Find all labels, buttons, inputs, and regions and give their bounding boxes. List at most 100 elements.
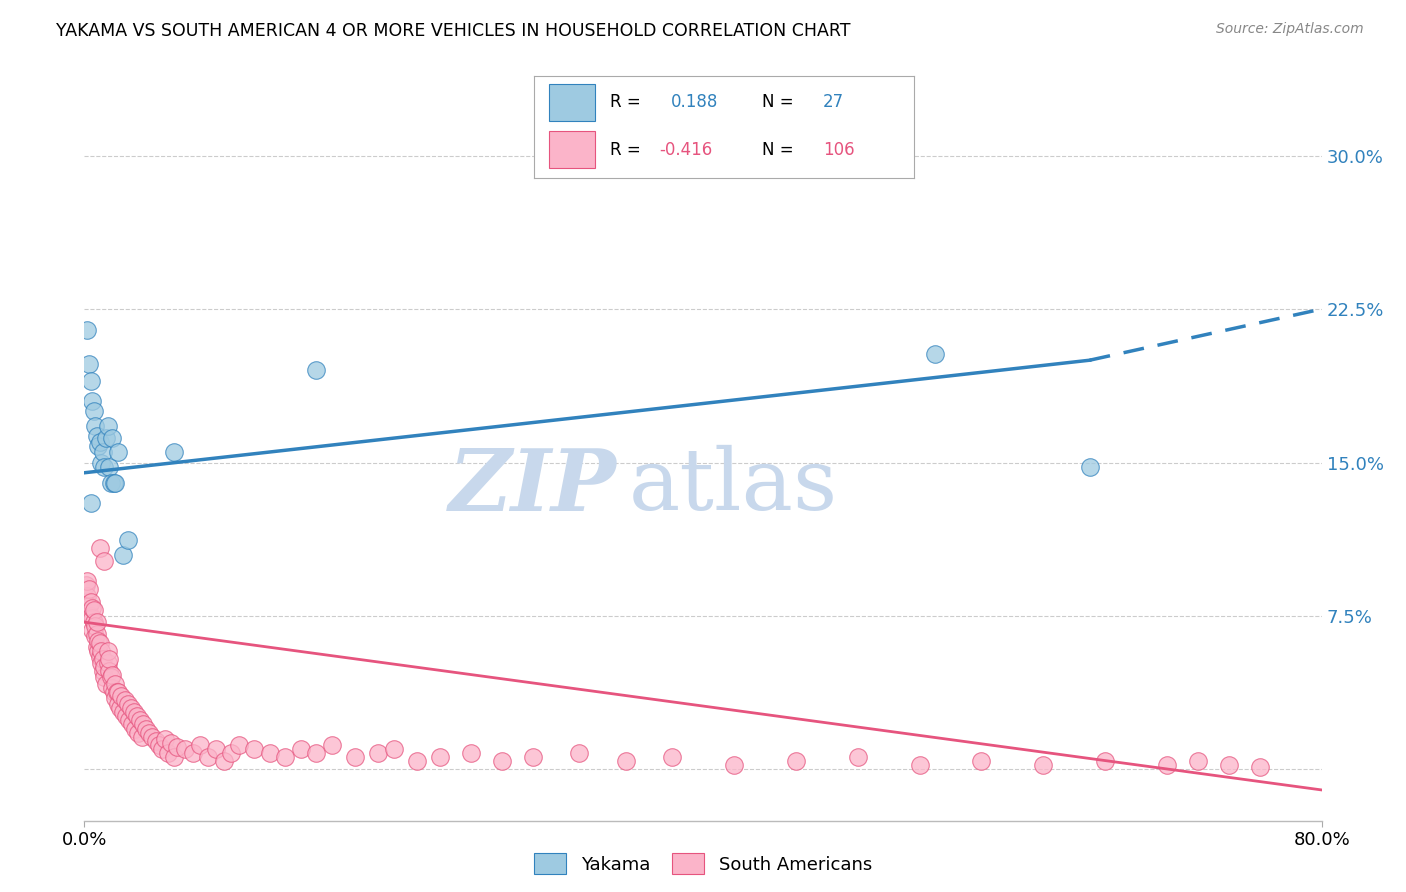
Point <box>86 640 108 654</box>
Point <box>491 754 513 768</box>
Point <box>1218 758 1240 772</box>
Point <box>1094 754 1116 768</box>
Point <box>90 656 112 670</box>
Text: 106: 106 <box>823 141 855 159</box>
Point <box>290 742 312 756</box>
Point <box>406 754 429 768</box>
Point <box>1249 760 1271 774</box>
Bar <box>550 84 595 121</box>
Point <box>82 624 104 638</box>
Point <box>103 475 125 490</box>
Point <box>522 750 544 764</box>
Point <box>305 363 328 377</box>
Point <box>89 541 111 556</box>
Point <box>98 459 121 474</box>
Point <box>1032 758 1054 772</box>
Point <box>197 750 219 764</box>
Point <box>87 644 110 658</box>
Point <box>228 738 250 752</box>
Point <box>84 418 107 433</box>
Point <box>163 445 186 459</box>
Point <box>181 746 204 760</box>
Point <box>79 374 101 388</box>
Point <box>98 652 121 666</box>
Point <box>79 595 101 609</box>
Point <box>344 750 367 764</box>
Point <box>846 750 869 764</box>
Point <box>93 670 115 684</box>
Point <box>141 730 163 744</box>
Point <box>321 738 343 752</box>
Point <box>93 459 115 474</box>
Point <box>83 603 105 617</box>
Point <box>104 676 127 690</box>
Point <box>112 548 135 562</box>
Point <box>97 656 120 670</box>
Point <box>212 754 235 768</box>
Point <box>94 431 117 445</box>
Bar <box>550 131 595 168</box>
Point <box>188 738 212 752</box>
Point <box>97 644 120 658</box>
Text: Source: ZipAtlas.com: Source: ZipAtlas.com <box>1216 22 1364 37</box>
Point <box>89 435 111 450</box>
Point <box>614 754 637 768</box>
Point <box>77 357 100 371</box>
Point <box>382 742 405 756</box>
Point <box>82 600 104 615</box>
Point <box>117 533 139 548</box>
Legend: Yakama, South Americans: Yakama, South Americans <box>527 846 879 881</box>
Point <box>129 714 152 728</box>
Point <box>90 456 112 470</box>
Point <box>138 725 160 739</box>
Point <box>77 599 100 613</box>
Point <box>84 619 107 633</box>
Point <box>87 633 110 648</box>
Point <box>101 681 124 695</box>
Point <box>460 746 482 760</box>
Point <box>156 746 179 760</box>
Point <box>785 754 807 768</box>
Point <box>107 697 129 711</box>
Point <box>274 750 297 764</box>
Point <box>661 750 683 764</box>
Point <box>87 439 110 453</box>
Point <box>243 742 266 756</box>
Point <box>75 578 97 592</box>
Point <box>89 649 111 664</box>
Point <box>108 701 131 715</box>
Point <box>114 693 136 707</box>
Point <box>110 689 132 703</box>
Point <box>163 750 186 764</box>
Point <box>97 418 120 433</box>
Point <box>86 429 108 443</box>
Point <box>101 431 124 445</box>
Point <box>135 722 157 736</box>
Point <box>1187 754 1209 768</box>
Point <box>166 739 188 754</box>
Point <box>153 731 176 746</box>
Point <box>122 705 145 719</box>
Point <box>132 717 155 731</box>
Text: 0.188: 0.188 <box>671 94 718 112</box>
Point <box>84 630 107 644</box>
Text: R =: R = <box>610 141 641 159</box>
Point <box>117 697 139 711</box>
Point <box>970 754 993 768</box>
Point <box>98 665 121 679</box>
Point <box>91 445 114 459</box>
Point <box>77 582 100 597</box>
Point <box>112 705 135 719</box>
Point <box>100 670 122 684</box>
Point <box>93 554 115 568</box>
Point <box>100 475 122 490</box>
Text: ZIP: ZIP <box>449 445 616 528</box>
Point <box>924 347 946 361</box>
Point <box>93 660 115 674</box>
Text: R =: R = <box>610 94 641 112</box>
Point <box>259 746 281 760</box>
Point <box>120 701 142 715</box>
Point <box>82 611 104 625</box>
Text: 27: 27 <box>823 94 844 112</box>
Point <box>76 574 98 589</box>
